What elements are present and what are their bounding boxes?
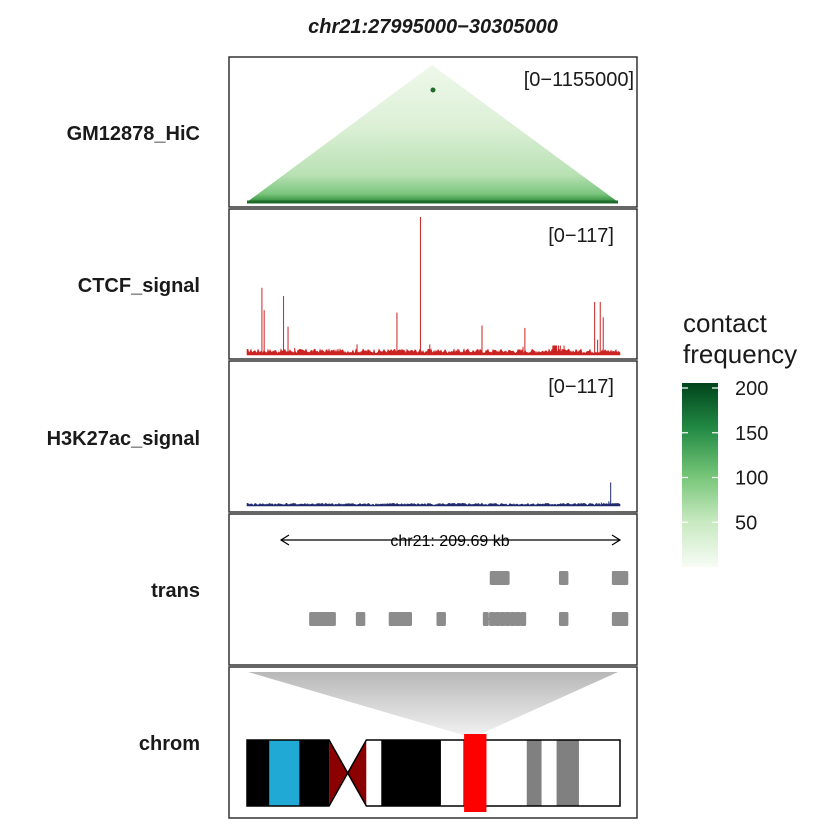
track-trans: chr21: 209.69 kb trans [151,513,638,666]
gene-exon [494,612,501,626]
chrom-outline [246,739,621,807]
region-highlight [464,734,487,812]
gene-exon [489,612,496,626]
scale-bar-right-arrow [611,534,622,546]
scale-bar-label: chr21: 209.69 kb [390,533,509,550]
signal-baseline [246,347,621,356]
range-label-h3k27ac: [0−117] [548,376,614,398]
chrom-band [541,740,557,806]
track-chrom: chrom [139,666,638,819]
trans-panel-frame [228,513,638,666]
gene-exon [406,612,413,626]
track-label-trans: trans [151,580,200,602]
chrom-band [269,740,300,806]
hic-hotspot [430,87,436,93]
track-hic: GM12878_HiC [0−1155000] [67,56,638,208]
gene-exon [562,571,569,585]
chrom-band [485,740,527,806]
gene-exon [359,612,366,626]
track-label-h3k27ac: H3K27ac_signal [47,428,200,450]
gene-exon [504,612,511,626]
chromosome-ideogram [246,734,621,812]
signal-baseline [246,502,621,507]
chart-title: chr21:27995000−30305000 [308,16,558,38]
legend-title-line2: frequency [683,339,797,369]
gene-exon [439,612,446,626]
chrom-band [299,740,330,806]
legend-tick-label: 150 [735,423,768,445]
chrom-band [526,740,542,806]
range-label-hic: [0−1155000] [524,69,634,91]
legend-ticks: 200 150 100 50 [682,378,768,534]
gene-models [309,571,629,626]
chrom-band [247,740,270,806]
legend-tick-label: 200 [735,378,768,400]
h3k27ac-panel-frame [228,360,638,513]
gene-exon [482,612,489,626]
centromere-left [329,740,348,806]
legend-colorbar [682,383,718,567]
track-ctcf: CTCF_signal [0−117] [78,208,638,360]
gene-exon [520,612,527,626]
legend-tick-label: 50 [735,512,757,534]
legend-tick-label: 100 [735,468,768,490]
ctcf-panel-frame [228,208,638,360]
h3k27ac-signal [246,482,621,507]
hic-triangle [247,65,618,202]
track-label-hic: GM12878_HiC [67,123,200,145]
ctcf-signal [246,217,621,356]
gene-exon [622,571,629,585]
gene-exon [562,612,569,626]
legend-title-line1: contact [683,308,768,338]
centromere-right [347,740,367,806]
zoom-connector [248,672,618,737]
gene-exon [503,571,510,585]
chrom-band [578,740,620,806]
chrom-band [366,740,382,806]
chrom-band [381,740,441,806]
gene-exon [499,612,506,626]
gene-exon [329,612,336,626]
range-label-ctcf: [0−117] [548,225,614,247]
track-label-ctcf: CTCF_signal [78,275,200,297]
track-label-chrom: chrom [139,733,200,755]
gene-exon [515,612,522,626]
chrom-band [556,740,579,806]
scale-bar-left-arrow [279,534,290,546]
legend: contact frequency 200 150 100 50 [682,308,797,567]
chrom-band [440,740,464,806]
gene-exon [622,612,629,626]
gene-exon [509,612,516,626]
track-h3k27ac: H3K27ac_signal [0−117] [47,360,638,513]
